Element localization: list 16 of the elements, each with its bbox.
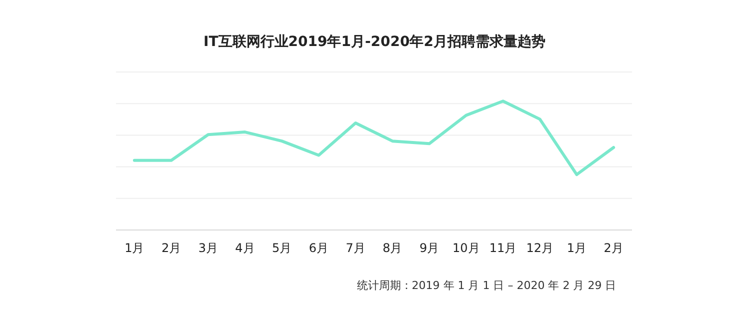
x-tick-label: 12月 [526,241,554,255]
x-tick-label: 1月 [566,241,587,255]
x-tick-label: 7月 [346,241,366,255]
text: 统计周期：2019 年 1 月 1 日 – 2020 年 2 月 29 日 [356,279,616,292]
x-tick-label: 5月 [272,241,292,255]
x-tick-label: 2月 [604,241,624,255]
x-tick-label: 6月 [308,241,329,255]
x-tick-label: 2月 [161,241,182,255]
x-tick-label: 3月 [198,241,218,255]
chart-title: IT互联网行业2019年1月-2020年2月招聘需求量趋势 [204,34,546,50]
x-tick-label: 8月 [382,241,402,255]
x-tick-label: 10月 [452,241,480,255]
x-tick-label: 11月 [489,241,517,255]
x-tick-label: 1月 [124,241,144,255]
x-tick-label: 4月 [235,241,255,255]
x-tick-label: 9月 [419,241,440,255]
